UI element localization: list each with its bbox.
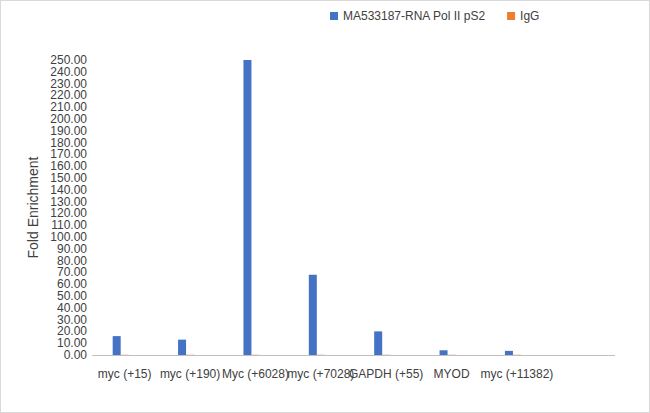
- bar: [317, 354, 325, 355]
- y-tick: [88, 71, 92, 72]
- y-tick: [88, 331, 92, 332]
- chart: 0.0010.0020.0030.0040.0050.0060.0070.008…: [0, 0, 650, 413]
- y-tick: [88, 189, 92, 190]
- bar: [121, 354, 129, 355]
- x-tick-label: MYOD: [434, 367, 470, 381]
- y-tick-label: 250.00: [50, 53, 87, 67]
- y-tick: [88, 178, 92, 179]
- y-tick: [88, 284, 92, 285]
- y-tick: [88, 237, 92, 238]
- y-tick: [88, 225, 92, 226]
- y-tick: [88, 142, 92, 143]
- bar: [505, 351, 513, 355]
- y-tick: [88, 296, 92, 297]
- bar: [374, 331, 382, 355]
- y-tick: [88, 213, 92, 214]
- bars: [113, 60, 521, 355]
- y-tick: [88, 201, 92, 202]
- bar: [243, 60, 251, 355]
- bar: [251, 354, 259, 355]
- y-tick: [88, 248, 92, 249]
- bar: [113, 336, 121, 355]
- x-tick-label: myc (+11382): [481, 367, 554, 381]
- x-tick-label: myc (+15): [98, 367, 152, 381]
- y-tick: [88, 83, 92, 84]
- x-tick-label: Myc (+6028): [222, 367, 289, 381]
- y-tick: [88, 60, 92, 61]
- y-tick: [88, 130, 92, 131]
- y-tick: [88, 355, 92, 356]
- bar: [440, 350, 448, 355]
- bar: [382, 354, 390, 355]
- y-tick: [88, 307, 92, 308]
- legend-label: IgG: [520, 9, 539, 23]
- y-tick: [88, 166, 92, 167]
- y-tick: [88, 260, 92, 261]
- bar: [448, 354, 456, 355]
- x-tick-label: myc (+7028): [287, 367, 354, 381]
- y-tick: [88, 95, 92, 96]
- legend-label: MA533187-RNA Pol II pS2: [343, 9, 485, 23]
- y-axis-label: Fold Enrichment: [25, 156, 41, 258]
- x-tick-label: myc (+190): [160, 367, 220, 381]
- bar: [513, 354, 521, 355]
- y-tick: [88, 107, 92, 108]
- y-tick: [88, 119, 92, 120]
- y-tick: [88, 319, 92, 320]
- x-tick-label: GAPDH (+55): [349, 367, 423, 381]
- legend-swatch: [507, 12, 515, 20]
- x-axis: [92, 355, 615, 356]
- bar: [186, 354, 194, 355]
- chart-frame: [1, 1, 650, 413]
- legend-swatch: [330, 12, 338, 20]
- bar: [178, 340, 186, 355]
- bar: [309, 275, 317, 355]
- y-tick: [88, 272, 92, 273]
- y-tick: [88, 154, 92, 155]
- y-tick: [88, 343, 92, 344]
